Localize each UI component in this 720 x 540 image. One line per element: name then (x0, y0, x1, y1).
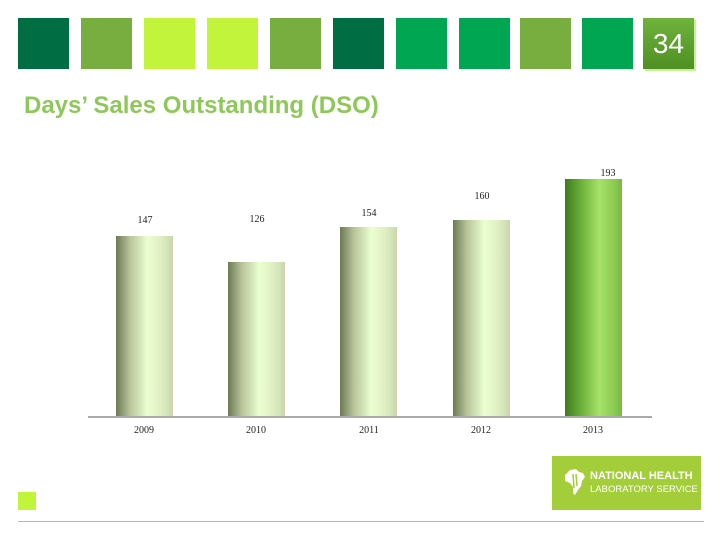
bar-2013 (565, 179, 622, 417)
bar-2009 (116, 236, 173, 417)
x-tick-label: 2009 (134, 425, 154, 436)
header-square (459, 18, 510, 69)
logo-line1: NATIONAL HEALTH (590, 470, 693, 482)
footer-divider (18, 521, 704, 522)
bar-2010 (228, 262, 285, 417)
logo-line2: LABORATORY SERVICE (590, 484, 698, 495)
value-label: 147 (137, 215, 153, 226)
bar-2012 (453, 220, 510, 417)
africa-map-icon (564, 468, 586, 501)
header-square (396, 18, 447, 69)
value-label: 193 (600, 168, 616, 179)
header-square (333, 18, 384, 69)
header-square (18, 18, 69, 69)
nhls-logo: NATIONAL HEALTH LABORATORY SERVICE (552, 456, 701, 510)
header-square (270, 18, 321, 69)
header-square (582, 18, 633, 69)
x-tick-label: 2010 (246, 425, 266, 436)
x-axis (88, 416, 652, 418)
page-number: 34 (643, 18, 694, 69)
header-square (81, 18, 132, 69)
value-label: 126 (249, 214, 265, 225)
page-title: Days’ Sales Outstanding (DSO) (24, 92, 379, 119)
bar-2011 (340, 227, 397, 417)
footer-square (18, 492, 36, 510)
value-label: 160 (474, 191, 490, 202)
header-square (144, 18, 195, 69)
header-square (207, 18, 258, 69)
value-label: 154 (361, 208, 377, 219)
x-tick-label: 2013 (583, 425, 603, 436)
x-tick-label: 2012 (471, 425, 491, 436)
x-tick-label: 2011 (359, 425, 379, 436)
header-square (520, 18, 571, 69)
